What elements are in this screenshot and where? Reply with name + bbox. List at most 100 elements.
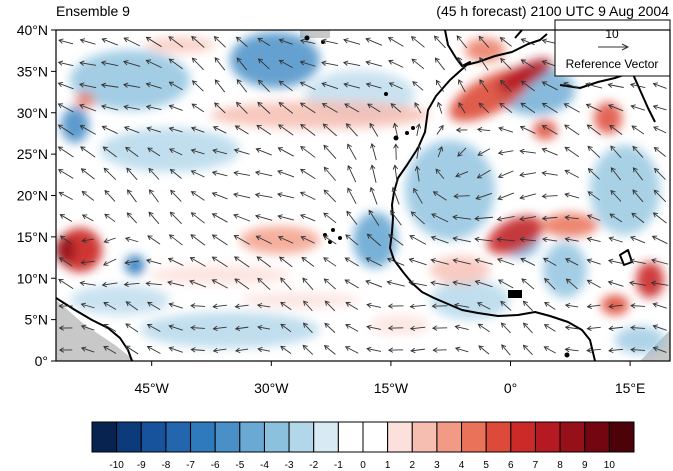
wind-vector [81,303,95,309]
wind-vector-head [415,144,422,150]
wind-vector-head [411,58,417,64]
wind-vector-head [302,277,308,283]
wind-vector-head [323,278,329,284]
wind-vector [345,257,359,267]
wind-vector-head [474,279,481,285]
reference-vector-frame [554,19,671,77]
field-blob [61,107,89,143]
wind-vector [234,149,250,155]
wind-vector-head [519,172,525,178]
wind-vector [236,57,248,71]
wind-vector-head [390,103,396,109]
wind-vector [410,326,426,330]
wind-vector-head [408,257,415,263]
wind-vector-head [345,324,351,329]
no-data-region-south [56,300,135,361]
lat-tick-label: 5°N [25,312,49,328]
wind-vector-head [211,191,218,197]
colorbar-label: -3 [285,460,294,471]
wind-vector [587,191,601,201]
wind-vector [212,213,228,223]
wind-vector [520,150,536,154]
wind-vector [475,192,493,200]
wind-vector [125,345,139,355]
wind-vector [324,323,336,333]
wind-vector-head [478,102,484,108]
wind-vector [323,167,337,181]
wind-vector-head [608,347,614,354]
wind-vector [544,278,556,290]
wind-vector [191,212,205,224]
wind-vector [190,257,206,267]
wind-vector-head [170,189,176,196]
wind-vector-head [519,194,525,200]
wind-vector-head [277,169,283,175]
wind-vector-head [392,122,398,128]
wind-vector-head [80,168,87,174]
wind-vector [477,302,491,310]
wind-vector-head [388,59,394,65]
wind-vector-head [321,60,327,66]
wind-vector-head [630,303,636,309]
wind-vector-head [211,170,218,176]
wind-vector-head [367,103,373,109]
wind-vector-head [148,189,154,195]
wind-vector [169,58,183,70]
colorbar-box [263,421,290,453]
wind-vector-head [499,37,506,43]
wind-vector [81,325,95,331]
wind-vector-head [455,172,461,178]
wind-vector [366,326,382,330]
wind-vector-head [79,38,86,44]
islands [304,35,570,358]
wind-vector [499,102,513,114]
wind-vector [323,123,337,137]
wind-vector [544,324,556,332]
wind-vector [346,123,358,137]
wind-vector [434,35,446,49]
wind-vector [455,347,469,353]
wind-vector [303,300,313,312]
wind-vector [609,213,623,223]
wind-vector-head [652,302,658,308]
wind-vector [478,345,490,355]
colorbar-label: -1 [334,460,343,471]
wind-vector-head [390,210,396,216]
wind-vector-head [57,60,64,66]
wind-vector-head [234,278,240,284]
lat-tick-label: 35°N [17,63,48,79]
wind-vector [277,170,295,178]
wind-vector-head [520,59,527,65]
wind-vector [542,125,558,135]
wind-vector-head [608,236,614,242]
wind-vector [564,170,580,178]
wind-vector [323,212,337,224]
wind-vector-head [257,324,263,331]
wind-vector [58,103,74,113]
wind-vector-head [629,258,635,264]
wind-vector [410,348,426,352]
wind-vector [390,103,402,113]
wind-vector-head [277,147,283,152]
wind-vector-head [651,258,657,264]
wind-vector-head [653,167,660,174]
wind-vector [412,81,424,91]
wind-vector-head [212,148,218,154]
wind-vector-head [564,302,571,309]
wind-vector [566,278,578,290]
wind-vector-head [300,168,306,174]
island [411,126,415,130]
wind-vector [149,189,159,203]
wind-vector [498,127,514,133]
wind-vector-head [255,147,261,153]
wind-vector [147,235,161,245]
wind-vector [60,235,72,245]
wind-vector-head [256,256,262,262]
wind-vector [80,146,96,158]
wind-vector-head [254,192,261,198]
wind-vector-head [278,38,284,44]
field-blob [240,292,360,308]
wind-vector [322,103,338,113]
wind-vector [411,36,425,48]
wind-vector-head [234,125,241,131]
